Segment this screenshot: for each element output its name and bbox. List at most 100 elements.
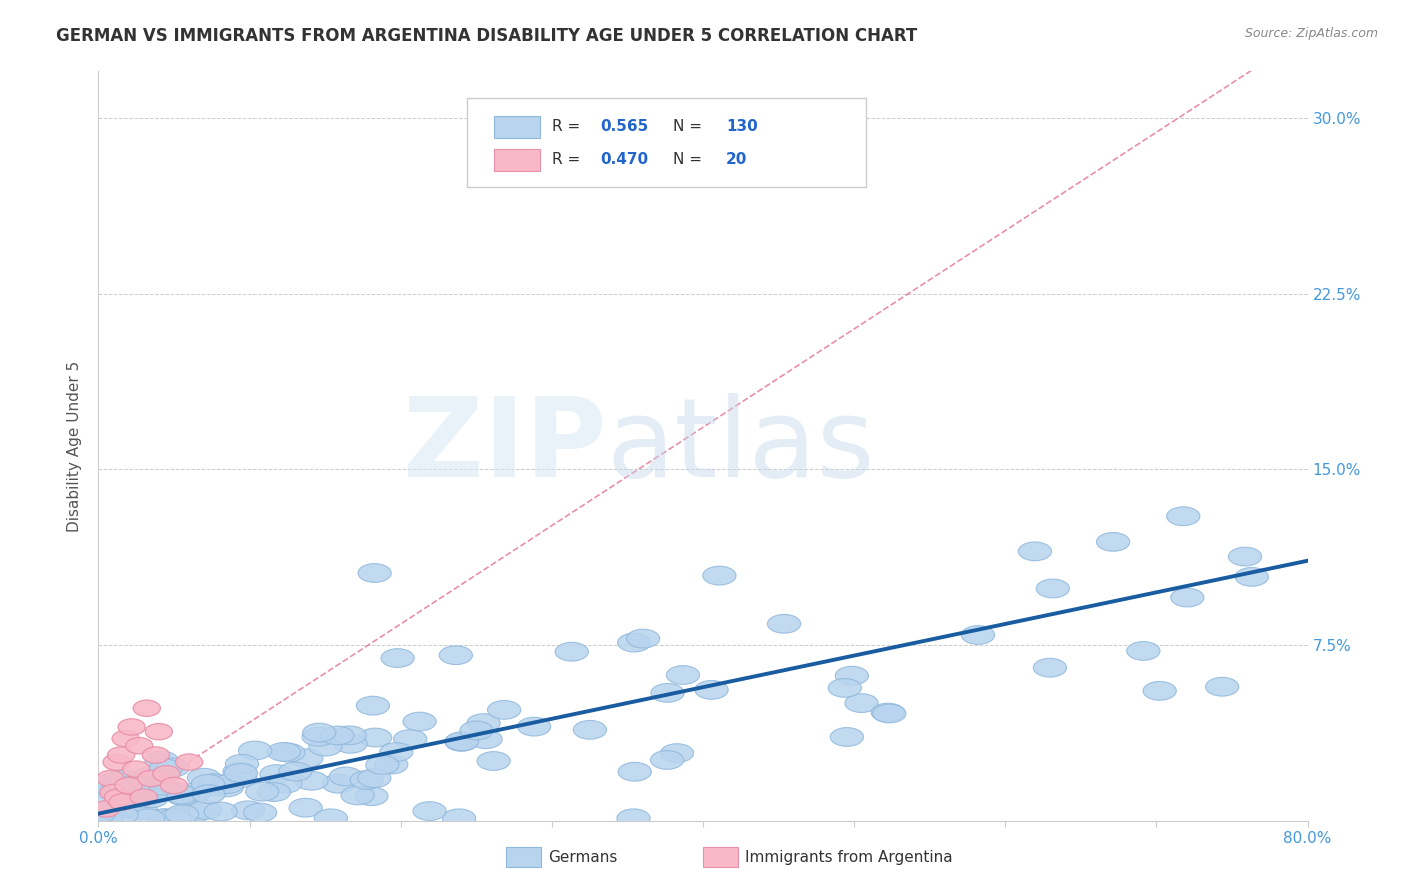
Ellipse shape [488, 700, 520, 719]
Ellipse shape [1097, 533, 1130, 551]
Ellipse shape [1036, 579, 1070, 598]
Ellipse shape [191, 785, 225, 804]
Ellipse shape [209, 778, 243, 797]
Ellipse shape [166, 787, 200, 805]
Ellipse shape [90, 809, 122, 828]
Ellipse shape [225, 764, 257, 782]
Ellipse shape [359, 564, 391, 582]
Ellipse shape [835, 666, 869, 685]
Ellipse shape [105, 805, 138, 824]
Ellipse shape [329, 767, 363, 786]
Ellipse shape [224, 762, 256, 780]
Ellipse shape [165, 785, 198, 804]
Ellipse shape [145, 723, 173, 739]
Ellipse shape [224, 769, 257, 788]
Ellipse shape [131, 809, 165, 828]
Ellipse shape [108, 770, 141, 789]
Ellipse shape [135, 789, 167, 807]
Ellipse shape [302, 727, 335, 746]
Ellipse shape [122, 778, 155, 797]
Ellipse shape [177, 783, 211, 802]
Ellipse shape [122, 761, 150, 777]
Ellipse shape [149, 809, 181, 828]
Ellipse shape [873, 704, 905, 723]
Ellipse shape [359, 728, 392, 747]
Ellipse shape [162, 783, 195, 802]
Ellipse shape [117, 798, 150, 817]
Ellipse shape [198, 773, 231, 792]
Ellipse shape [145, 751, 179, 770]
Ellipse shape [204, 802, 238, 821]
Ellipse shape [138, 785, 170, 804]
Ellipse shape [845, 694, 879, 713]
Ellipse shape [374, 756, 408, 774]
Ellipse shape [661, 744, 693, 763]
Ellipse shape [617, 633, 651, 652]
Ellipse shape [149, 759, 183, 778]
Ellipse shape [350, 771, 384, 789]
Ellipse shape [93, 801, 120, 817]
Ellipse shape [112, 731, 139, 747]
Ellipse shape [246, 782, 278, 801]
Ellipse shape [100, 784, 127, 801]
Ellipse shape [156, 758, 190, 777]
Text: R =: R = [551, 152, 585, 167]
Ellipse shape [107, 747, 135, 764]
Ellipse shape [188, 801, 222, 820]
Ellipse shape [1205, 677, 1239, 696]
Ellipse shape [260, 764, 292, 783]
Ellipse shape [138, 769, 172, 788]
Ellipse shape [1018, 542, 1052, 561]
Ellipse shape [335, 734, 367, 753]
Ellipse shape [381, 648, 415, 667]
Ellipse shape [477, 752, 510, 771]
Ellipse shape [110, 798, 142, 817]
Ellipse shape [342, 786, 374, 805]
Ellipse shape [114, 795, 148, 814]
Ellipse shape [127, 785, 159, 804]
Ellipse shape [1229, 547, 1261, 566]
Ellipse shape [157, 809, 191, 828]
Ellipse shape [295, 772, 328, 790]
Text: atlas: atlas [606, 392, 875, 500]
Text: Germans: Germans [548, 850, 617, 864]
Ellipse shape [101, 772, 135, 790]
Ellipse shape [91, 807, 124, 826]
Ellipse shape [356, 697, 389, 715]
Ellipse shape [110, 794, 136, 810]
Ellipse shape [115, 800, 149, 819]
Text: N =: N = [672, 119, 707, 134]
Ellipse shape [413, 802, 446, 821]
Ellipse shape [134, 700, 160, 716]
Ellipse shape [446, 732, 478, 751]
Ellipse shape [1167, 507, 1199, 525]
Ellipse shape [257, 782, 291, 801]
Y-axis label: Disability Age Under 5: Disability Age Under 5 [67, 360, 83, 532]
Ellipse shape [1236, 567, 1268, 586]
Ellipse shape [135, 766, 169, 785]
Ellipse shape [145, 776, 179, 795]
Ellipse shape [177, 804, 211, 822]
Ellipse shape [153, 765, 180, 782]
Ellipse shape [290, 798, 322, 817]
Ellipse shape [104, 789, 132, 805]
Ellipse shape [1126, 641, 1160, 660]
Ellipse shape [239, 741, 271, 760]
Ellipse shape [103, 754, 131, 771]
Ellipse shape [828, 679, 862, 698]
Ellipse shape [138, 771, 165, 787]
Ellipse shape [131, 789, 157, 805]
Ellipse shape [1143, 681, 1177, 700]
Ellipse shape [394, 730, 427, 748]
Ellipse shape [101, 797, 135, 816]
Text: ZIP: ZIP [404, 392, 606, 500]
Ellipse shape [443, 809, 475, 828]
Ellipse shape [115, 777, 142, 794]
Ellipse shape [703, 566, 735, 585]
Ellipse shape [148, 809, 180, 828]
Ellipse shape [118, 776, 150, 795]
Ellipse shape [1171, 588, 1204, 607]
Ellipse shape [651, 750, 683, 769]
Ellipse shape [574, 721, 606, 739]
Ellipse shape [200, 777, 232, 796]
